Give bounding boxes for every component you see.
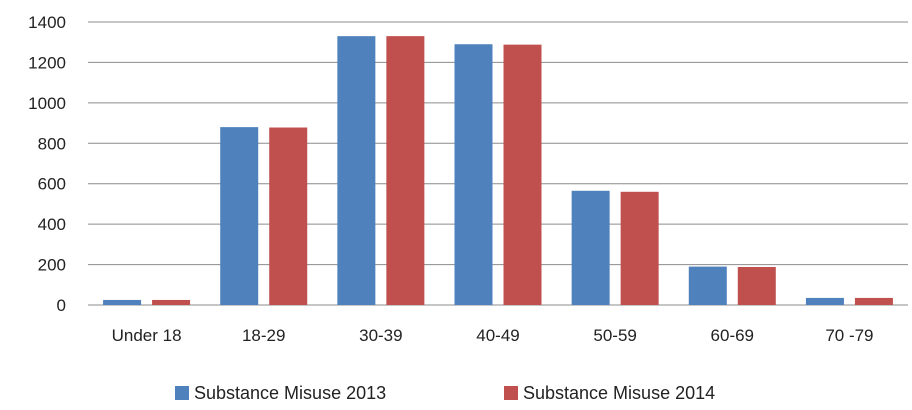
y-tick-label-800: 800 — [38, 134, 66, 153]
bar-Under18-series-1 — [152, 299, 191, 305]
bar-30-39-series-1 — [386, 36, 425, 306]
bar-50-59-series-1 — [620, 191, 659, 305]
y-tick-label-600: 600 — [38, 175, 66, 194]
bars — [103, 36, 893, 306]
bar-18-29-series-1 — [269, 127, 308, 305]
x-tick-label-6: 70 -79 — [825, 326, 873, 345]
bar-Under18-series-0 — [103, 299, 142, 305]
bar-18-29-series-0 — [220, 127, 259, 305]
x-tick-label-2: 30-39 — [359, 326, 402, 345]
x-tick-label-5: 60-69 — [711, 326, 754, 345]
y-tick-label-200: 200 — [38, 256, 66, 275]
legend-swatch-2014 — [504, 386, 518, 400]
x-tick-label-0: Under 18 — [112, 326, 182, 345]
x-axis-ticks: Under 18 18-29 30-39 40-49 50-59 60-69 70 -79 — [112, 326, 874, 345]
bar-60-69-series-0 — [688, 266, 727, 305]
bar-60-69-series-1 — [737, 266, 776, 305]
y-tick-label-1000: 1000 — [28, 94, 66, 113]
x-tick-label-4: 50-59 — [593, 326, 636, 345]
bar-40-49-series-1 — [503, 44, 542, 305]
y-tick-label-1200: 1200 — [28, 53, 66, 72]
x-tick-label-3: 40-49 — [476, 326, 519, 345]
y-tick-label-400: 400 — [38, 215, 66, 234]
legend: Substance Misuse 2013 Substance Misuse 2… — [175, 383, 715, 403]
bar-50-59-series-0 — [571, 190, 610, 305]
legend-swatch-2013 — [175, 386, 189, 400]
gridlines — [88, 21, 908, 306]
legend-label-2014: Substance Misuse 2014 — [523, 383, 715, 403]
legend-label-2013: Substance Misuse 2013 — [194, 383, 386, 403]
y-tick-label-0: 0 — [57, 296, 66, 315]
y-tick-label-1400: 1400 — [28, 13, 66, 32]
bar-30-39-series-0 — [337, 36, 376, 306]
bar-70-79-series-0 — [805, 297, 844, 305]
y-axis-ticks: 0 200 400 600 800 1000 1200 1400 — [28, 13, 66, 315]
x-tick-label-1: 18-29 — [242, 326, 285, 345]
bar-40-49-series-0 — [454, 44, 493, 305]
bar-70-79-series-1 — [854, 297, 893, 305]
